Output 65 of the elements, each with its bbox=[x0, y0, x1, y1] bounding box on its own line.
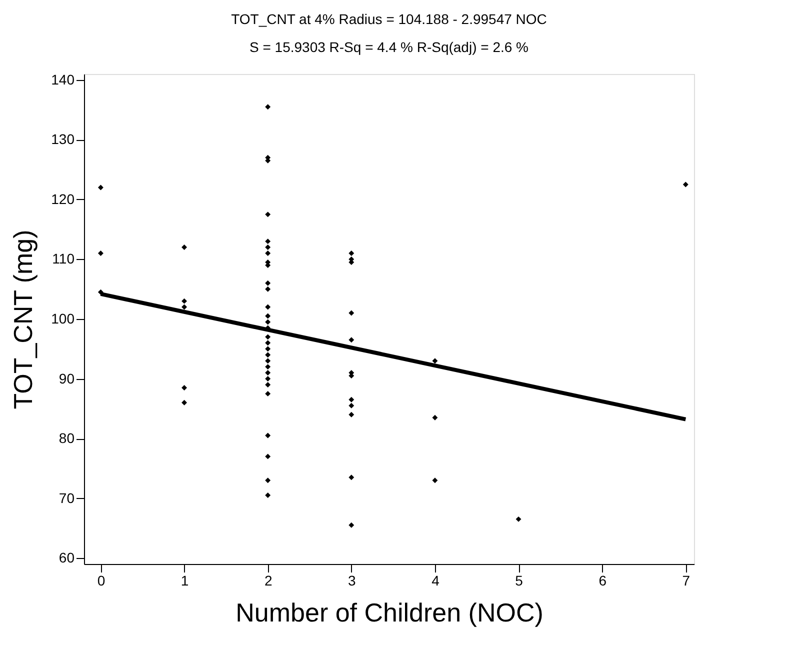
point bbox=[182, 304, 188, 310]
point bbox=[516, 516, 522, 522]
point bbox=[182, 298, 188, 304]
y-tick-label: 100 bbox=[51, 310, 75, 326]
point bbox=[348, 396, 354, 402]
point bbox=[348, 412, 354, 418]
y-tick-label: 120 bbox=[51, 190, 75, 207]
point bbox=[265, 432, 271, 438]
point bbox=[432, 478, 438, 484]
point bbox=[265, 244, 271, 250]
point bbox=[265, 334, 271, 340]
y-tick-label: 60 bbox=[58, 550, 75, 566]
point bbox=[265, 376, 271, 382]
chart-title: TOT_CNT at 4% Radius = 104.188 - 2.99547 NOC bbox=[231, 10, 547, 27]
point bbox=[265, 352, 271, 358]
point bbox=[182, 400, 188, 406]
y-tick-label: 90 bbox=[58, 370, 75, 386]
x-tick-label: 4 bbox=[432, 572, 440, 588]
point bbox=[265, 304, 271, 310]
y-tick-label: 130 bbox=[51, 131, 75, 148]
point bbox=[348, 250, 354, 256]
point bbox=[265, 478, 271, 484]
point bbox=[265, 286, 271, 292]
point bbox=[348, 402, 354, 408]
point bbox=[432, 414, 438, 420]
point bbox=[265, 212, 271, 218]
chart-subtitle: S = 15.9303 R-Sq = 4.4 % R-Sq(adj) = 2.6 % bbox=[250, 38, 528, 55]
point bbox=[265, 390, 271, 396]
point bbox=[265, 364, 271, 370]
point bbox=[265, 454, 271, 460]
point bbox=[348, 310, 354, 316]
x-tick-label: 2 bbox=[264, 572, 272, 588]
point bbox=[265, 370, 271, 376]
point bbox=[682, 182, 688, 188]
point bbox=[265, 104, 271, 110]
point bbox=[265, 280, 271, 286]
y-axis-title: TOT_CNT (mg) bbox=[8, 230, 38, 410]
x-tick-label: 6 bbox=[598, 572, 607, 588]
point bbox=[265, 358, 271, 364]
point bbox=[182, 384, 188, 390]
x-axis-title: Number of Children (NOC) bbox=[236, 598, 544, 628]
x-tick-label: 0 bbox=[97, 572, 106, 588]
point bbox=[265, 250, 271, 256]
point bbox=[265, 238, 271, 244]
x-tick-label: 1 bbox=[180, 572, 189, 588]
point bbox=[348, 522, 354, 528]
point bbox=[98, 250, 104, 256]
point bbox=[348, 337, 354, 343]
point bbox=[182, 244, 188, 250]
y-tick-label: 80 bbox=[58, 430, 75, 446]
point bbox=[348, 474, 354, 480]
point bbox=[432, 358, 438, 364]
x-tick-label: 7 bbox=[682, 572, 690, 588]
point bbox=[265, 313, 271, 319]
y-tick-label: 70 bbox=[58, 490, 75, 506]
y-tick-label: 140 bbox=[51, 71, 75, 88]
point bbox=[98, 184, 104, 190]
point bbox=[265, 492, 271, 498]
x-tick-label: 5 bbox=[515, 572, 524, 588]
x-tick-label: 3 bbox=[348, 572, 356, 588]
point bbox=[265, 382, 271, 388]
point bbox=[265, 319, 271, 325]
point bbox=[265, 346, 271, 352]
y-tick-label: 110 bbox=[52, 250, 75, 267]
point bbox=[265, 340, 271, 346]
